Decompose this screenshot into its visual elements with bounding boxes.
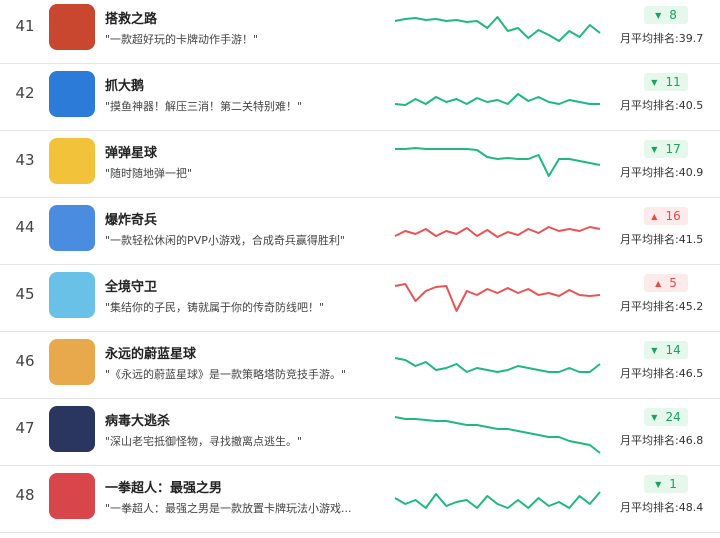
rank-change-badge: ▼ 11	[644, 73, 688, 91]
monthly-average: 月平均排名:40.5	[620, 99, 704, 112]
game-title: 搭救之路	[105, 12, 158, 27]
game-title: 永远的蔚蓝星球	[105, 347, 197, 362]
change-arrow: ▼	[655, 11, 662, 20]
trend-chart	[394, 357, 601, 373]
rank-number: 47	[15, 419, 35, 437]
change-arrow: ▼	[651, 145, 658, 154]
list-row[interactable]: 42 抓大鹅 "摸鱼神器！解压三消！第二关特别难！" ▼ 11 月平均排名:40.5	[0, 64, 720, 131]
change-value: 1	[669, 477, 677, 491]
monthly-average: 月平均排名:40.9	[620, 166, 704, 179]
trend-line	[394, 283, 601, 312]
game-description: "集结你的子民，铸就属于你的传奇防线吧！"	[105, 301, 325, 314]
game-icon	[49, 339, 95, 385]
change-value: 24	[665, 410, 681, 424]
trend-chart	[394, 283, 601, 312]
trend-chart	[394, 226, 601, 238]
rank-number: 48	[15, 486, 35, 504]
trend-chart	[394, 16, 601, 42]
change-arrow: ▲	[655, 279, 662, 288]
list-row[interactable]: 46 永远的蔚蓝星球 "《永远的蔚蓝星球》是一款策略塔防竞技手游。" ▼ 14 月平均排名…	[0, 332, 720, 399]
game-title: 爆炸奇兵	[105, 213, 158, 228]
game-icon	[49, 4, 95, 50]
game-title: 一拳超人：最强之男	[105, 481, 223, 496]
change-arrow: ▼	[655, 480, 662, 489]
game-description: "深山老宅抵御怪物，寻找撤离点逃生。"	[105, 435, 303, 448]
monthly-average: 月平均排名:46.8	[620, 434, 704, 447]
game-title: 病毒大逃杀	[105, 414, 171, 429]
trend-line	[394, 416, 601, 454]
game-icon	[49, 205, 95, 251]
rank-change-badge: ▼ 8	[644, 6, 688, 24]
monthly-average: 月平均排名:48.4	[620, 501, 704, 514]
rank-change-badge: ▼ 1	[644, 475, 688, 493]
list-row[interactable]: 43 弹弹星球 "随时随地弹一把" ▼ 17 月平均排名:40.9	[0, 131, 720, 198]
list-row[interactable]: 44 爆炸奇兵 "一款轻松休闲的PVP小游戏，合成奇兵赢得胜利" ▲ 16 月平均排名:4…	[0, 198, 720, 265]
rank-number: 42	[15, 84, 35, 102]
change-arrow: ▼	[651, 413, 658, 422]
monthly-average: 月平均排名:39.7	[620, 32, 704, 45]
game-description: "《永远的蔚蓝星球》是一款策略塔防竞技手游。"	[105, 368, 347, 381]
game-description: "摸鱼神器！解压三消！第二关特别难！"	[105, 100, 303, 113]
list-row[interactable]: 45 全境守卫 "集结你的子民，铸就属于你的传奇防线吧！" ▲ 5 月平均排名:45.2	[0, 265, 720, 332]
trend-line	[394, 16, 601, 42]
rank-number: 44	[15, 218, 35, 236]
change-value: 11	[665, 75, 681, 89]
change-value: 5	[669, 276, 677, 290]
trend-line	[394, 226, 601, 238]
game-title: 全境守卫	[105, 280, 158, 295]
trend-line	[395, 147, 601, 177]
rank-number: 43	[15, 151, 35, 169]
trend-line	[394, 491, 601, 509]
change-arrow: ▲	[651, 212, 658, 221]
list-row[interactable]: 48 一拳超人：最强之男 "一拳超人：最强之男是一款放置卡牌玩法小游戏... ▼ 1 月平…	[0, 466, 720, 533]
game-title: 弹弹星球	[105, 146, 158, 161]
rank-number: 45	[15, 285, 35, 303]
rank-change-badge: ▼ 24	[644, 408, 688, 426]
change-value: 8	[669, 8, 677, 22]
rank-change-badge: ▲ 5	[644, 274, 688, 292]
change-arrow: ▼	[651, 78, 658, 87]
game-description: "随时随地弹一把"	[105, 167, 193, 180]
monthly-average: 月平均排名:41.5	[620, 233, 704, 246]
game-description: "一拳超人：最强之男是一款放置卡牌玩法小游戏...	[105, 502, 352, 515]
change-value: 14	[665, 343, 681, 357]
game-title: 抓大鹅	[105, 79, 145, 94]
rank-number: 41	[15, 17, 35, 35]
game-description: "一款轻松休闲的PVP小游戏，合成奇兵赢得胜利"	[105, 234, 345, 247]
trend-chart	[394, 491, 601, 509]
game-icon	[49, 71, 95, 117]
game-icon	[49, 272, 95, 318]
change-value: 17	[665, 142, 681, 156]
trend-chart	[394, 416, 601, 454]
change-value: 16	[665, 209, 681, 223]
trend-line	[394, 93, 600, 106]
trend-chart	[394, 93, 600, 106]
trend-chart	[395, 147, 601, 177]
change-arrow: ▼	[651, 346, 658, 355]
monthly-average: 月平均排名:46.5	[620, 367, 704, 380]
rank-number: 46	[15, 352, 35, 370]
game-icon	[49, 406, 95, 452]
rank-change-badge: ▲ 16	[644, 207, 688, 225]
rank-change-badge: ▼ 17	[644, 140, 688, 158]
game-icon	[49, 138, 95, 184]
game-icon	[49, 473, 95, 519]
trend-line	[394, 357, 601, 373]
rank-change-badge: ▼ 14	[644, 341, 688, 359]
list-row[interactable]: 41 搭救之路 "一款超好玩的卡牌动作手游！" ▼ 8 月平均排名:39.7	[0, 0, 720, 64]
monthly-average: 月平均排名:45.2	[620, 300, 704, 313]
game-description: "一款超好玩的卡牌动作手游！"	[105, 33, 259, 46]
list-row[interactable]: 47 病毒大逃杀 "深山老宅抵御怪物，寻找撤离点逃生。" ▼ 24 月平均排名:46.8	[0, 399, 720, 466]
